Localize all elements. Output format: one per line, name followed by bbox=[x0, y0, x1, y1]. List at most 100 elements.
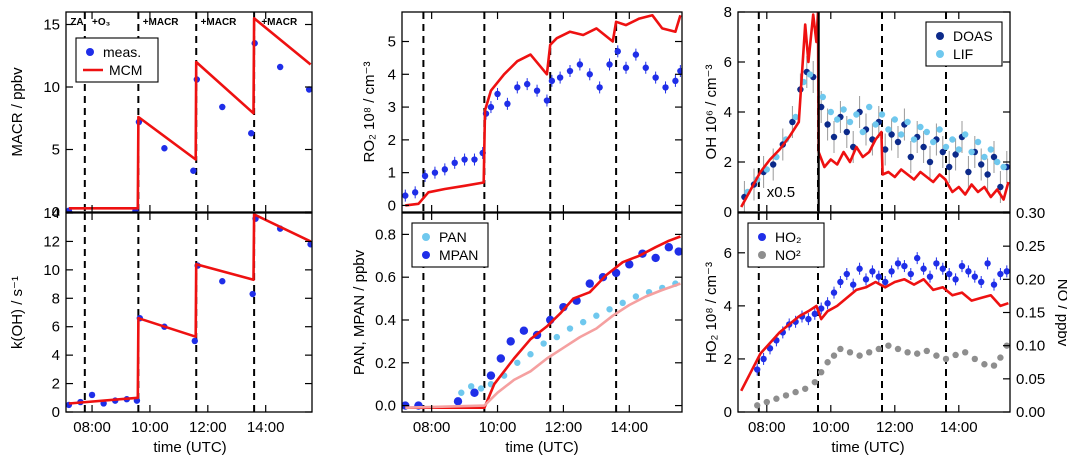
data-point-pan-0-13 bbox=[606, 306, 613, 313]
ytick-label-oh-1: 2 bbox=[724, 154, 732, 171]
data-point-ro2-0-12 bbox=[504, 100, 511, 108]
data-point-ro2-0-21 bbox=[586, 71, 593, 78]
data-point-oh-1-22 bbox=[910, 136, 918, 143]
data-point-oh-1-2 bbox=[763, 166, 770, 173]
panel-ho2: 08:00 10:00 12:00 14:00 0 2 4 6 0.00 0.05 0.10 0.15… bbox=[703, 205, 1067, 436]
plot-area-ho2 bbox=[740, 213, 1010, 412]
data-point-pan-0-2 bbox=[467, 383, 475, 390]
data-point-ro2-0-22 bbox=[596, 84, 603, 91]
xtick-label-ho2-2: 12:00 bbox=[876, 419, 914, 436]
xlabel-middle: time (UTC) bbox=[505, 439, 578, 456]
series-line-ho2-2 bbox=[740, 278, 1009, 392]
data-point-ro2-0-15 bbox=[533, 87, 541, 94]
data-point-ro2-0-24 bbox=[614, 48, 621, 55]
legend-label-macr-1: MCM bbox=[109, 62, 142, 78]
data-point-ro2-0-17 bbox=[548, 77, 556, 85]
data-point-ro2-0-1 bbox=[411, 189, 419, 196]
ylabel-ro2: RO₂ 10⁸ / cm⁻³ bbox=[361, 62, 378, 163]
plot-area-ro2 bbox=[402, 12, 682, 212]
data-point-oh-1-27 bbox=[942, 143, 950, 151]
legend-label-ho2-0: HO₂ bbox=[775, 229, 801, 245]
legend-swatch-macr-0 bbox=[86, 48, 94, 56]
data-point-ho2-0-28 bbox=[933, 260, 940, 267]
xlabel-left: time (UTC) bbox=[153, 439, 226, 456]
data-point-oh-1-9 bbox=[827, 108, 834, 116]
data-point-pan-1-15 bbox=[625, 260, 634, 269]
data-point-oh-0-32 bbox=[965, 168, 972, 176]
data-point-pan-0-11 bbox=[579, 318, 587, 326]
data-point-ho2-0-1 bbox=[760, 355, 767, 363]
legend-box-macr bbox=[75, 37, 159, 83]
data-point-ho2-0-18 bbox=[869, 268, 876, 275]
ytick-label-macr-3: 15 bbox=[43, 17, 60, 34]
data-point-ho2-1-20 bbox=[933, 352, 940, 359]
data-point-ho2-0-23 bbox=[901, 262, 908, 270]
data-point-ho2-1-5 bbox=[802, 385, 809, 392]
data-point-pan-1-19 bbox=[674, 247, 682, 256]
legend-box-pan bbox=[411, 222, 489, 268]
plot-area-koh bbox=[66, 213, 312, 412]
data-point-oh-1-24 bbox=[923, 128, 930, 136]
data-point-oh-1-21 bbox=[904, 118, 911, 126]
data-point-oh-0-37 bbox=[997, 183, 1004, 191]
data-point-ho2-1-0 bbox=[754, 402, 761, 409]
data-point-oh-1-15 bbox=[866, 103, 873, 111]
xtick-label-pan-2: 12:00 bbox=[545, 419, 583, 436]
data-point-koh-0-15 bbox=[307, 241, 312, 248]
data-point-oh-0-35 bbox=[984, 171, 991, 178]
data-point-oh-1-18 bbox=[885, 126, 892, 133]
data-point-ho2-1-25 bbox=[981, 361, 988, 368]
data-point-ho2-1-21 bbox=[942, 355, 950, 363]
xtick-label-pan-0: 08:00 bbox=[413, 419, 451, 436]
data-point-ro2-0-29 bbox=[662, 84, 669, 91]
data-point-ro2-0-7 bbox=[471, 156, 478, 163]
data-point-macr-0-4 bbox=[190, 167, 197, 174]
data-point-ro2-0-3 bbox=[431, 169, 439, 176]
data-point-oh-0-25 bbox=[920, 143, 927, 151]
xtick-label-pan-3: 14:00 bbox=[611, 419, 649, 436]
data-point-ro2-0-23 bbox=[606, 61, 613, 68]
data-point-oh-1-35 bbox=[994, 158, 1001, 166]
panel-pan: 08:00 10:00 12:00 14:00 0.0 0.2 0.4 0.6 0.8 PAN, … bbox=[351, 212, 683, 436]
data-point-oh-1-14 bbox=[859, 128, 866, 136]
data-point-ho2-1-23 bbox=[962, 349, 969, 356]
data-point-ho2-0-14 bbox=[843, 270, 850, 278]
ytick-label-ro2-4: 4 bbox=[388, 66, 396, 83]
data-point-pan-1-5 bbox=[496, 354, 506, 363]
data-point-koh-0-2 bbox=[88, 391, 96, 399]
legend-label-pan-1: MPAN bbox=[439, 247, 478, 263]
data-point-oh-0-21 bbox=[894, 138, 902, 146]
ytick-label-macr-1: 5 bbox=[52, 142, 60, 159]
data-point-oh-0-5 bbox=[789, 118, 796, 126]
data-point-ro2-0-20 bbox=[576, 61, 584, 68]
annotation-macr-0: ZA bbox=[70, 17, 83, 28]
y2label-ho2: NO / ppbv bbox=[1054, 279, 1067, 347]
data-point-ro2-0-31 bbox=[677, 67, 682, 75]
data-point-oh-1-23 bbox=[917, 123, 924, 131]
data-point-ho2-1-6 bbox=[811, 378, 818, 386]
data-point-ro2-0-4 bbox=[441, 166, 449, 173]
xtick-label-ho2-0: 08:00 bbox=[748, 419, 786, 436]
data-point-pan-1-2 bbox=[453, 397, 463, 406]
legend-label-macr-0: meas. bbox=[103, 44, 141, 60]
data-point-oh-1-17 bbox=[878, 111, 886, 118]
data-point-pan-1-6 bbox=[506, 337, 515, 346]
annotation-macr-2: +MACR bbox=[143, 17, 180, 28]
data-point-oh-0-11 bbox=[830, 133, 838, 141]
data-point-oh-1-8 bbox=[819, 93, 826, 101]
data-point-ho2-1-17 bbox=[904, 349, 911, 356]
legend-pan: PAN MPAN bbox=[411, 222, 489, 268]
data-point-ho2-1-11 bbox=[846, 349, 854, 356]
series-line-pan-2 bbox=[405, 235, 681, 409]
annotation-macr-1: +O₃ bbox=[92, 17, 111, 28]
xtick-label-ho2-3: 14:00 bbox=[940, 419, 978, 436]
data-point-ho2-1-13 bbox=[866, 349, 873, 356]
plot-area-oh bbox=[740, 12, 1010, 212]
data-point-ho2-1-24 bbox=[971, 355, 978, 363]
ytick-label-macr-2: 10 bbox=[43, 79, 60, 96]
data-point-ho2-0-34 bbox=[971, 273, 978, 280]
data-point-pan-1-12 bbox=[585, 279, 594, 288]
data-point-oh-1-13 bbox=[853, 111, 860, 118]
y2tick-label-ho2-3: 0.15 bbox=[1016, 305, 1045, 322]
series-line-macr-1 bbox=[68, 17, 312, 210]
